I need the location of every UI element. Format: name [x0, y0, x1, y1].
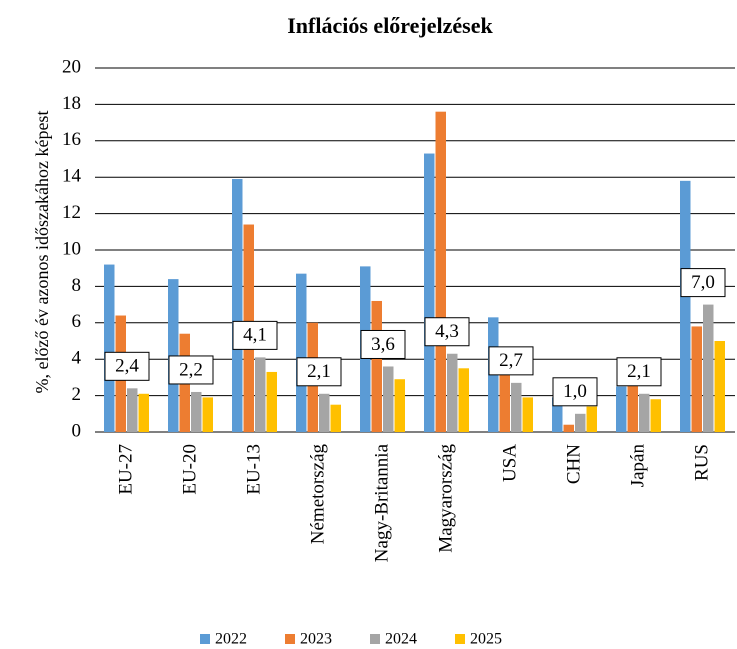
- x-tick-label: EU-13: [243, 444, 264, 495]
- x-tick-label: CHN: [563, 444, 584, 484]
- bar: [394, 379, 405, 432]
- bar: [522, 397, 533, 432]
- x-tick-label: RUS: [691, 444, 712, 481]
- bar: [127, 388, 138, 432]
- bar: [458, 368, 469, 432]
- data-label-box: [168, 355, 214, 385]
- y-tick-label: 10: [62, 238, 81, 259]
- y-tick-label: 8: [72, 275, 82, 296]
- bar: [424, 153, 435, 433]
- bar: [383, 366, 394, 432]
- data-label: 7,0: [691, 272, 715, 293]
- bar: [680, 180, 691, 432]
- data-label: 2,1: [627, 361, 651, 382]
- y-tick-label: 4: [72, 348, 82, 369]
- bar: [447, 353, 458, 432]
- x-tick-label: EU-20: [179, 444, 200, 495]
- y-tick-label: 0: [72, 420, 82, 441]
- data-label: 2,7: [499, 350, 523, 371]
- data-label: 4,3: [435, 321, 459, 342]
- bar: [266, 371, 277, 432]
- bar: [575, 413, 586, 432]
- y-tick-label: 14: [62, 166, 82, 187]
- y-tick-label: 16: [62, 129, 81, 150]
- bar: [499, 357, 510, 432]
- data-label-box: [680, 268, 726, 298]
- bar: [586, 406, 597, 432]
- bar: [714, 341, 725, 432]
- bar: [255, 357, 266, 432]
- bar: [563, 424, 574, 432]
- bar: [650, 399, 661, 432]
- data-label: 2,4: [115, 356, 139, 377]
- x-tick-label: Magyarország: [435, 444, 456, 553]
- bar: [703, 304, 714, 432]
- data-label: 4,1: [243, 325, 267, 346]
- data-label: 2,2: [179, 359, 203, 380]
- y-axis-label: %, előző év azonos időszakához képest: [32, 111, 52, 394]
- data-label-box: [360, 329, 406, 359]
- legend-swatch: [285, 634, 295, 644]
- bar: [435, 111, 446, 433]
- data-label-box: [104, 351, 150, 381]
- bar: [319, 393, 330, 432]
- bar: [371, 300, 382, 432]
- bar: [627, 379, 638, 432]
- bar: [616, 386, 627, 432]
- bar: [511, 382, 522, 432]
- legend-swatch: [370, 634, 380, 644]
- data-label: 1,0: [563, 381, 587, 402]
- bar: [639, 393, 650, 432]
- y-tick-label: 12: [62, 202, 81, 223]
- bar: [191, 391, 202, 432]
- x-tick-label: EU-27: [115, 444, 136, 495]
- bar: [552, 397, 563, 432]
- legend-label: 2022: [215, 631, 247, 648]
- legend-label: 2023: [300, 631, 332, 648]
- x-tick-label: Németország: [307, 444, 328, 545]
- data-label: 3,6: [371, 334, 395, 355]
- data-label: 2,1: [307, 361, 331, 382]
- legend-label: 2025: [470, 631, 502, 648]
- bar: [232, 179, 243, 432]
- legend-swatch: [455, 634, 465, 644]
- data-label-box: [424, 317, 470, 347]
- bar: [691, 326, 702, 432]
- data-label-box: [232, 320, 278, 350]
- bar: [296, 273, 307, 432]
- data-label-box: [296, 357, 342, 387]
- y-tick-label: 18: [62, 93, 81, 114]
- y-tick-label: 6: [72, 311, 82, 332]
- y-tick-label: 2: [72, 384, 82, 405]
- bar: [104, 264, 115, 432]
- x-tick-label: Nagy-Britannia: [371, 443, 392, 562]
- bar: [138, 393, 149, 432]
- data-label-box: [616, 357, 662, 387]
- data-label-box: [488, 346, 534, 376]
- legend-swatch: [200, 634, 210, 644]
- bar: [202, 397, 213, 432]
- data-label-box: [552, 377, 598, 407]
- bar: [330, 404, 341, 432]
- legend-label: 2024: [385, 631, 417, 648]
- x-tick-label: USA: [499, 444, 520, 482]
- x-tick-label: Japán: [627, 444, 648, 488]
- y-tick-label: 20: [62, 56, 81, 77]
- chart-title: Inflációs előrejelzések: [287, 13, 493, 38]
